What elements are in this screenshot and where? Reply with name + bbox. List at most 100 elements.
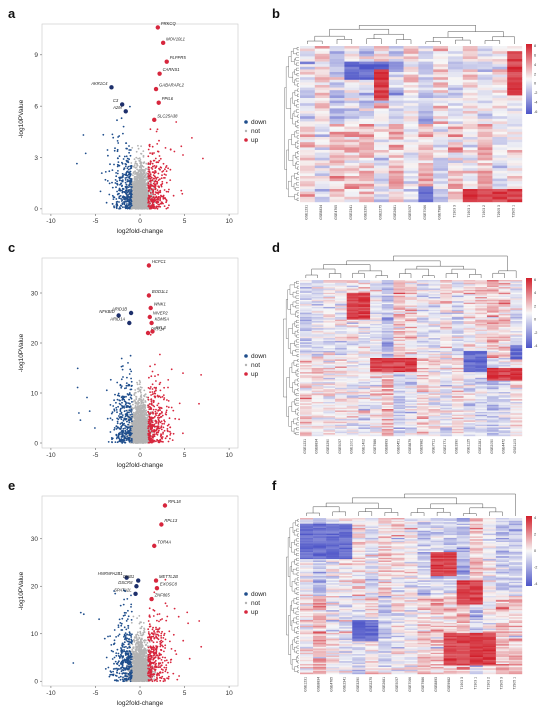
point-down [128, 149, 131, 151]
point-not [133, 164, 136, 167]
point-up [149, 163, 152, 166]
point-up [167, 423, 170, 426]
point-up [191, 137, 193, 139]
point-not [140, 425, 143, 428]
point-not [134, 205, 137, 207]
point-up [154, 207, 156, 210]
point-down [129, 173, 132, 176]
point-up [157, 402, 160, 405]
point-up [163, 422, 166, 425]
point-not [140, 161, 143, 164]
point-not [132, 403, 134, 406]
point-not [138, 388, 140, 390]
point-up [150, 184, 153, 187]
point-not [141, 193, 143, 195]
point-down [127, 405, 130, 408]
point-not [132, 441, 135, 443]
point-not [141, 173, 144, 176]
point-up [154, 170, 157, 173]
point-not [140, 413, 143, 416]
point-down [128, 430, 130, 433]
point-down [129, 149, 132, 151]
point-down [117, 157, 119, 160]
point-down [115, 437, 118, 440]
point-up [151, 436, 154, 439]
point-down [116, 172, 119, 175]
point-not [146, 439, 149, 442]
point-not [135, 200, 138, 202]
point-up [151, 411, 154, 413]
point-not [143, 174, 146, 177]
point-down [131, 420, 133, 423]
point-down [125, 433, 128, 436]
point-down [130, 204, 133, 207]
point-down [124, 177, 127, 179]
point-down [118, 201, 120, 203]
point-not [141, 404, 144, 407]
point-down [124, 181, 127, 184]
point-up [159, 435, 162, 437]
point-up [161, 180, 164, 183]
point-down [128, 145, 130, 147]
point-up [150, 394, 153, 396]
point-not [142, 195, 145, 197]
point-not [136, 183, 139, 185]
point-up [198, 402, 200, 405]
point-up [154, 180, 157, 182]
point-up [161, 182, 164, 185]
point-down [124, 427, 126, 429]
point-up [165, 201, 168, 204]
point-down [129, 393, 131, 396]
point-down [114, 147, 116, 150]
point-not [140, 176, 142, 179]
point-up [155, 422, 157, 424]
point-down [128, 392, 131, 394]
point-down [127, 419, 130, 422]
point-up [159, 191, 162, 194]
point-up [157, 423, 160, 425]
point-down [128, 176, 130, 179]
point-down [117, 392, 120, 395]
highlight-point [127, 320, 132, 326]
point-up [147, 441, 150, 444]
point-up [181, 192, 184, 195]
point-not [146, 422, 149, 425]
point-down [116, 441, 119, 444]
point-not [138, 175, 141, 178]
point-up [168, 188, 170, 191]
point-not [143, 207, 146, 210]
point-down [116, 190, 118, 193]
point-not [144, 185, 147, 188]
point-not [138, 187, 141, 190]
point-up [161, 170, 164, 173]
point-up [162, 194, 165, 197]
point-down [126, 432, 129, 434]
point-up [151, 370, 154, 373]
point-down [120, 357, 123, 360]
point-not [143, 406, 145, 408]
legend-marker-not [244, 129, 248, 133]
point-up [148, 430, 150, 433]
point-not [134, 160, 137, 163]
point-down [118, 192, 120, 195]
point-up [157, 200, 159, 203]
point-down [121, 401, 123, 404]
point-down [120, 182, 123, 185]
point-down [115, 175, 118, 178]
point-down [128, 198, 131, 201]
point-down [124, 196, 127, 199]
point-up [151, 153, 154, 156]
point-up [152, 171, 155, 174]
point-not [140, 396, 143, 398]
highlight-point [150, 329, 155, 334]
point-down [111, 133, 114, 136]
point-down [129, 192, 131, 194]
point-up [151, 429, 153, 432]
point-down [124, 415, 127, 418]
point-up [182, 432, 184, 435]
point-up [158, 420, 161, 423]
point-up [150, 160, 152, 163]
point-up [151, 188, 153, 191]
point-up [153, 165, 156, 167]
point-not [135, 178, 137, 180]
